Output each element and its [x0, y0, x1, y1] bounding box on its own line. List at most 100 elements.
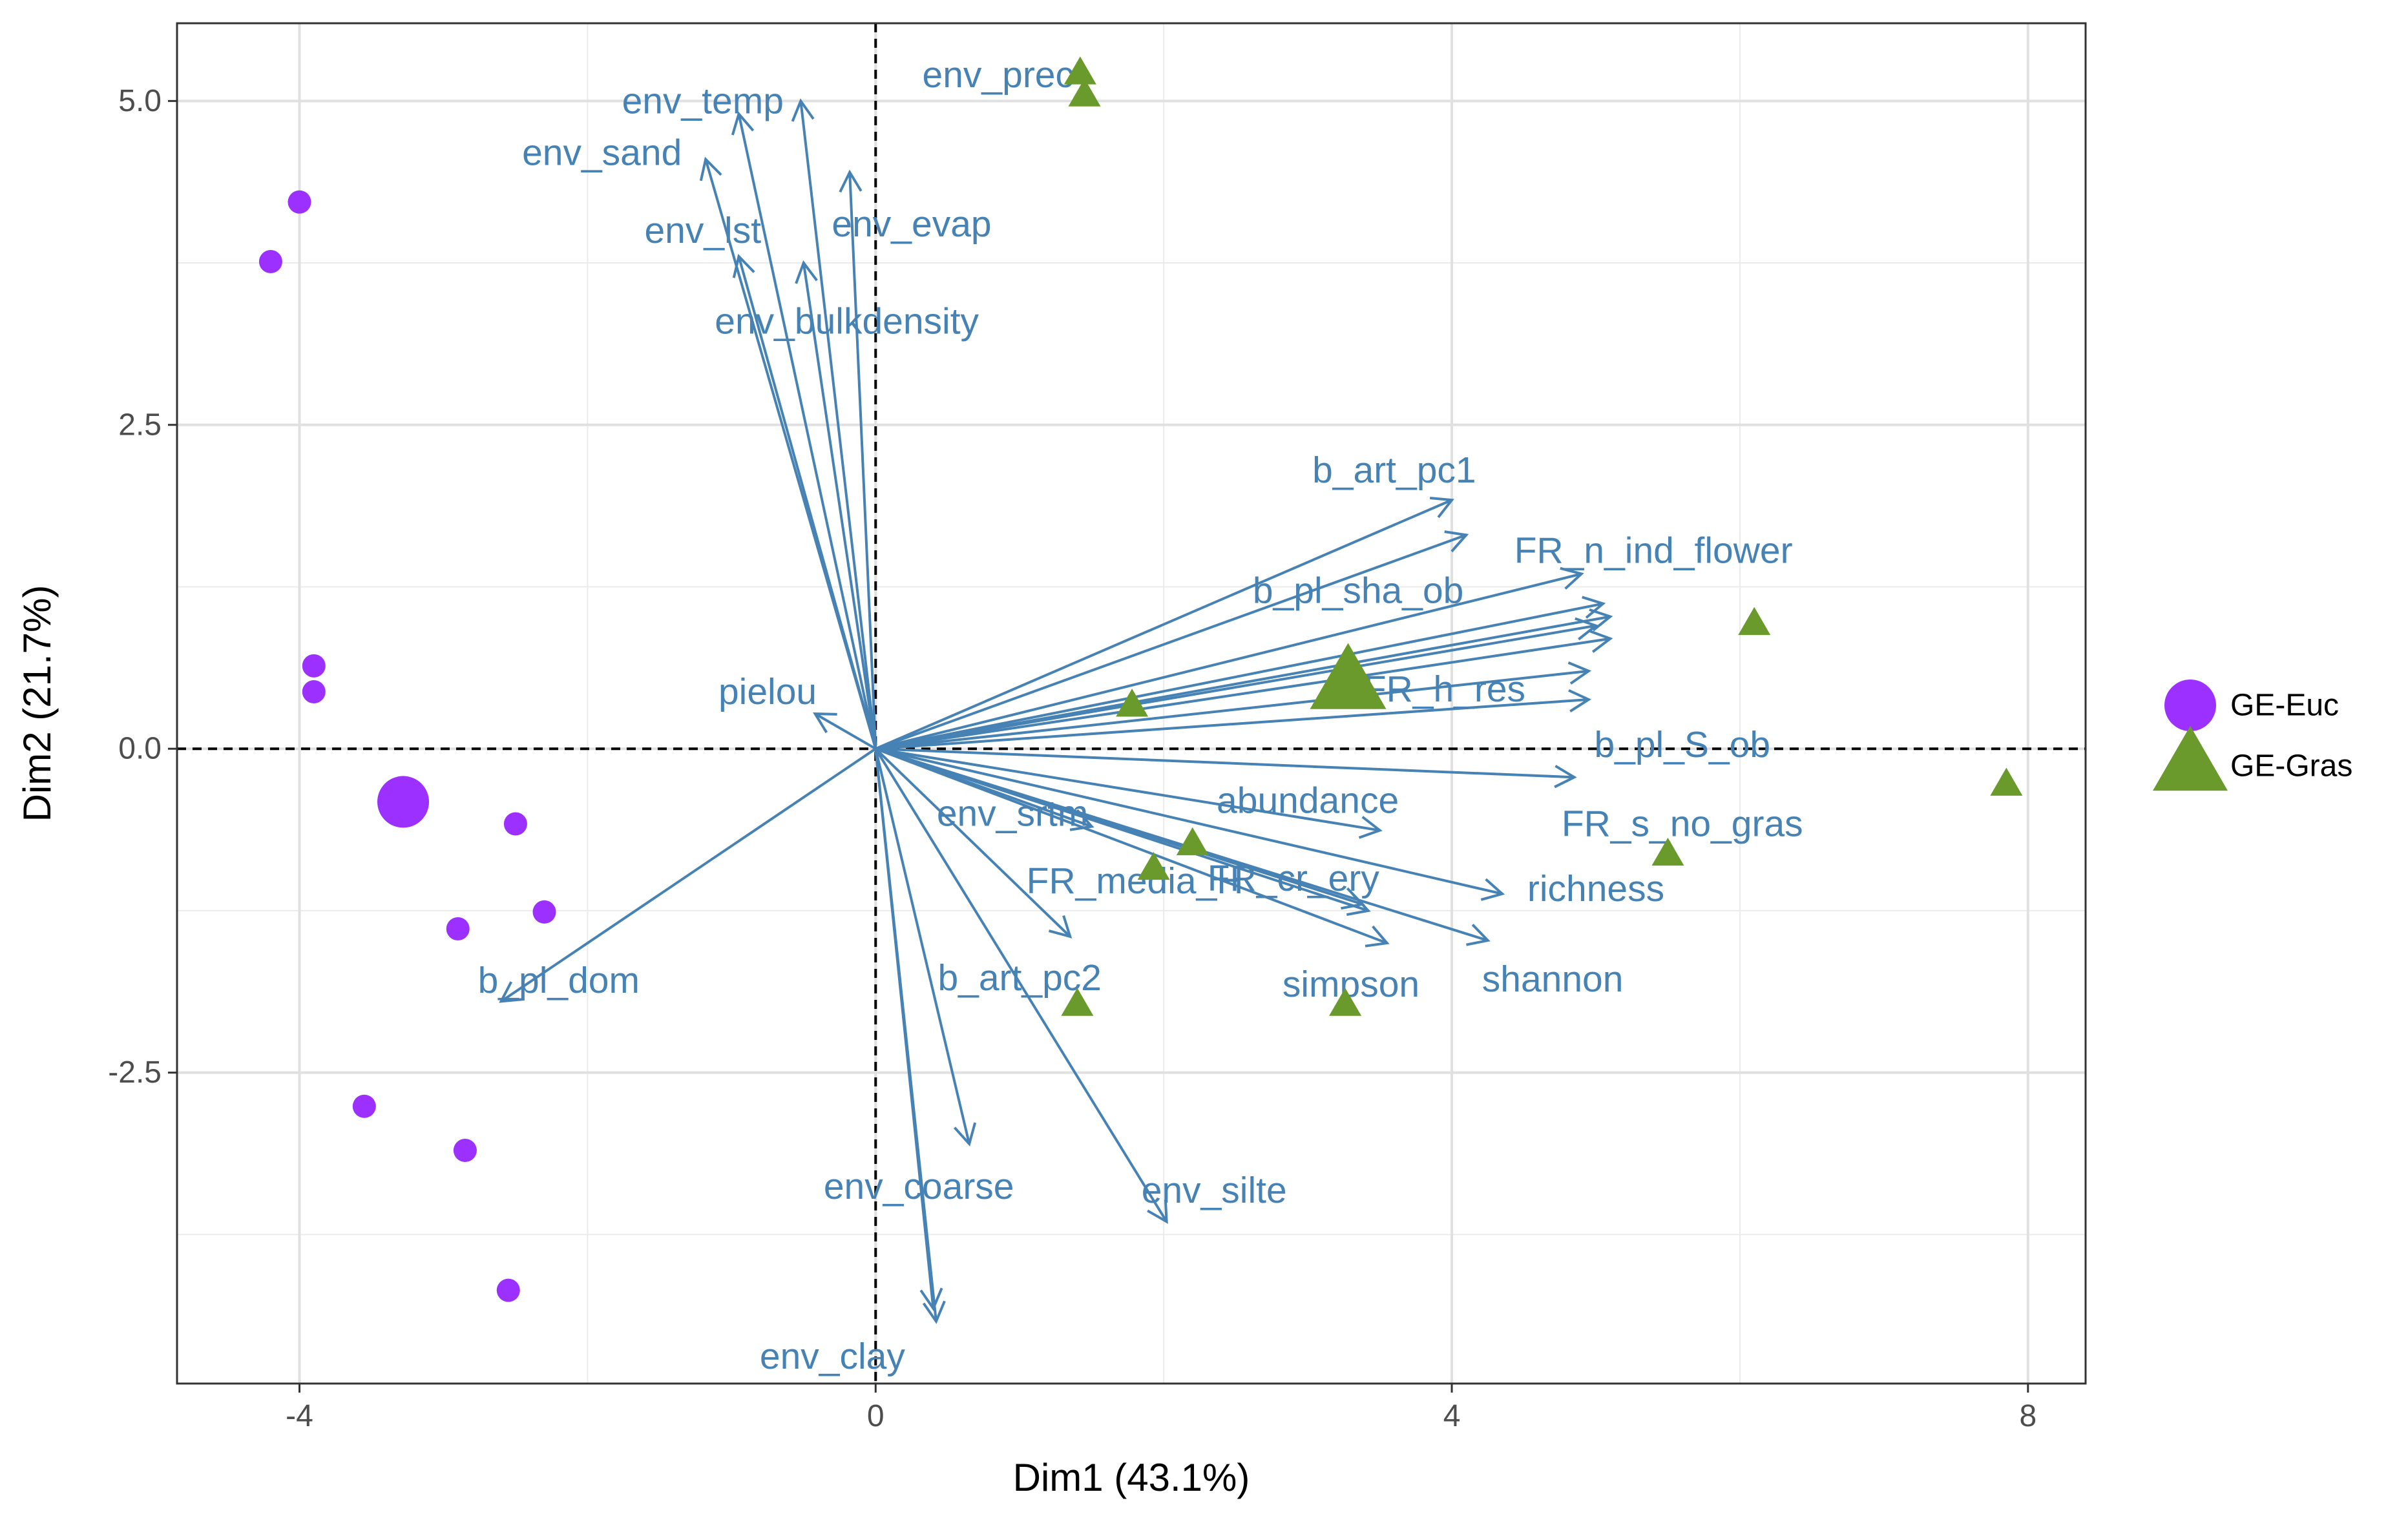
- vector-arrowhead-v_a4: [1589, 630, 1613, 653]
- x-tick-label: 8: [2019, 1399, 2036, 1433]
- vector-arrowhead-env_lst: [732, 254, 755, 278]
- vector-label-abundance: abundance: [1217, 780, 1399, 821]
- vector-v_a3: [875, 624, 1597, 751]
- point-GE-Euc: [496, 1278, 520, 1302]
- vector-FR_cr_ery: [875, 747, 1388, 944]
- vector-arrowhead-b_art_pc1: [1430, 496, 1454, 519]
- vector-env_bulkdensity: [802, 262, 877, 749]
- legend-label-GE-Gras: GE-Gras: [2230, 749, 2352, 783]
- point-GE-Euc: [503, 812, 527, 836]
- point-GE-Gras: [1651, 837, 1684, 866]
- vector-arrowhead-b_art_pc2: [953, 1122, 977, 1146]
- vector-env_srtm: [875, 747, 1093, 828]
- vector-v_a4: [875, 637, 1611, 751]
- vector-v_a5: [875, 747, 1575, 779]
- y-tick-label: -2.5: [108, 1055, 162, 1090]
- vector-FR_h_res: [875, 669, 1589, 751]
- y-axis-title: Dim2 (21.7%): [16, 585, 59, 822]
- vector-simpson: [875, 747, 1369, 912]
- vector-arrowhead-b_pl_S_ob: [1568, 689, 1592, 712]
- vector-label-b_pl_sha_ob: b_pl_sha_ob: [1253, 570, 1463, 612]
- vector-arrowhead-v_a2: [1589, 608, 1613, 632]
- vector-arrowhead-b_pl_sha_ob: [1444, 530, 1469, 553]
- point-GE-Euc: [302, 680, 326, 703]
- grid-lines: [177, 23, 2086, 1384]
- vector-arrowhead-FR_h_res: [1567, 661, 1591, 685]
- point-GE-Euc: [446, 917, 470, 940]
- y-tick-label: 2.5: [118, 408, 162, 442]
- legend-key-GE-Euc: [2164, 680, 2216, 731]
- vector-arrowhead-abundance: [1358, 816, 1383, 839]
- vector-label-env_lst: env_lst: [644, 210, 761, 251]
- vector-arrowhead-pielou: [813, 712, 837, 734]
- legend-key-GE-Gras: [2153, 725, 2228, 791]
- vector-arrowhead-env_clay: [922, 1300, 946, 1324]
- point-GE-Euc: [352, 1094, 376, 1118]
- vector-FR_s_no_gras: [875, 747, 1503, 895]
- legend: GE-Euc GE-Gras: [2153, 680, 2352, 791]
- vector-env_silte: [874, 748, 1168, 1223]
- vector-label-b_pl_S_ob: b_pl_S_ob: [1594, 724, 1770, 765]
- point-GE-Gras: [1068, 78, 1101, 107]
- y-tick-label: 0.0: [118, 732, 162, 766]
- vector-arrowhead-env_evap: [839, 169, 863, 193]
- vector-FR_n_ind_flower: [875, 572, 1582, 751]
- vector-env_lst: [737, 256, 877, 749]
- vector-arrowhead-FR_cr_ery: [1365, 925, 1390, 948]
- point-GE-Euc: [453, 1138, 477, 1162]
- vector-arrowhead-b_pl_dom: [499, 981, 523, 1003]
- vector-label-env_srtm: env_srtm: [937, 793, 1088, 834]
- point-GE-Gras: [1738, 607, 1771, 636]
- vector-env_temp: [737, 113, 877, 749]
- vector-label-FR_s_no_gras: FR_s_no_gras: [1562, 804, 1803, 845]
- vector-arrowhead-env_prec: [791, 98, 815, 122]
- point-GE-Euc: [258, 250, 282, 274]
- vector-arrowhead-env_sand: [699, 156, 722, 182]
- variable-vectors: [499, 98, 1613, 1324]
- vector-arrowhead-env_silte: [1147, 1199, 1168, 1224]
- vector-b_art_pc2: [874, 748, 971, 1145]
- point-GE-Euc: [532, 900, 556, 924]
- vector-label-FR_h_res: FR_h_res: [1364, 669, 1525, 710]
- point-GE-Euc: [288, 190, 311, 214]
- point-GE-Gras: [1116, 689, 1149, 717]
- x-tick-label: -4: [286, 1399, 313, 1433]
- vector-b_art_pc1: [875, 499, 1452, 751]
- vector-arrowhead-FR_media_H: [1048, 915, 1073, 939]
- vector-label-env_evap: env_evap: [832, 203, 991, 245]
- point-GE-Gras: [1176, 827, 1209, 856]
- vector-label-FR_cr_ery: FR_cr_ery: [1208, 858, 1380, 899]
- vector-label-pielou: pielou: [718, 671, 817, 712]
- legend-label-GE-Euc: GE-Euc: [2230, 689, 2339, 723]
- vector-label-env_bulkdensity: env_bulkdensity: [715, 300, 979, 342]
- point-GE-Gras: [1329, 988, 1362, 1016]
- vector-arrowhead-env_srtm: [1069, 809, 1094, 831]
- vector-label-env_silte: env_silte: [1142, 1170, 1287, 1211]
- vector-env_clay: [874, 748, 937, 1322]
- vector-label-env_coarse: env_coarse: [824, 1166, 1014, 1207]
- x-axis-title: Dim1 (43.1%): [1013, 1456, 1250, 1499]
- vector-labels: env_temp env_prec env_sand env_evap env_lste…: [478, 54, 1803, 1377]
- vector-abundance: [875, 747, 1380, 832]
- vector-arrowhead-simpson: [1346, 893, 1371, 917]
- vector-env_prec: [799, 101, 877, 749]
- vector-label-env_sand: env_sand: [522, 132, 682, 174]
- vector-pielou: [814, 712, 877, 750]
- vector-label-env_temp: env_temp: [622, 80, 784, 121]
- vector-arrowhead-FR_n_ind_flower: [1560, 566, 1584, 590]
- plot-border: [176, 22, 2087, 1385]
- x-tick-label: 0: [867, 1399, 885, 1433]
- vector-label-env_clay: env_clay: [760, 1336, 905, 1377]
- vector-env_evap: [848, 172, 877, 749]
- vector-arrowhead-v_a1: [1582, 596, 1606, 619]
- vector-arrowhead-FR_s_no_gras: [1480, 878, 1505, 901]
- vector-arrowhead-env_coarse: [919, 1287, 943, 1311]
- axis-ticks: -4 0 4 8 -2.5 0.0 2.5 5.0: [108, 84, 2036, 1433]
- vector-arrowhead-env_bulkdensity: [795, 260, 818, 284]
- vector-v_a1: [875, 602, 1604, 751]
- vector-FR_media_H: [874, 747, 1071, 938]
- vector-arrowhead-env_temp: [731, 111, 755, 136]
- reference-lines: [177, 23, 2086, 1384]
- vector-arrowhead-v_a3: [1575, 617, 1599, 641]
- y-tick-label: 5.0: [118, 84, 162, 118]
